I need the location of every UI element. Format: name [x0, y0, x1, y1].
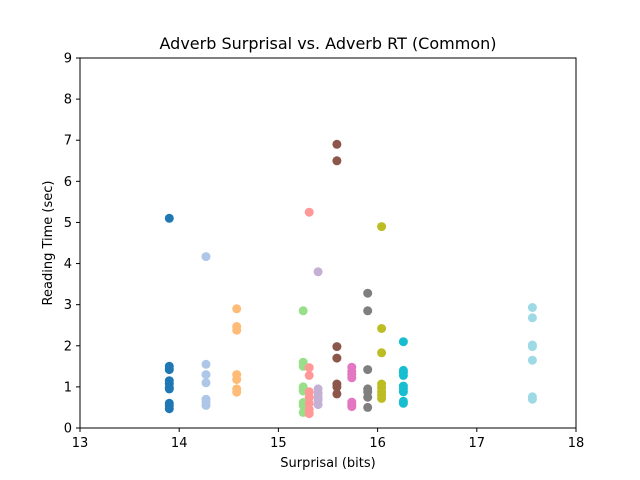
data-point [363, 402, 373, 412]
x-tick-label: 17 [469, 436, 486, 451]
x-tick-label: 15 [270, 436, 287, 451]
data-point [527, 394, 537, 404]
data-point [363, 365, 373, 375]
y-tick-label: 8 [64, 93, 72, 108]
data-point [527, 313, 537, 323]
data-point [332, 353, 342, 363]
x-tick-label: 16 [369, 436, 386, 451]
data-point [527, 355, 537, 365]
y-tick-label: 0 [64, 422, 72, 437]
data-point [232, 375, 242, 384]
data-point [347, 402, 357, 412]
chart-title: Adverb Surprisal vs. Adverb RT (Common) [160, 34, 497, 53]
data-point [398, 370, 408, 380]
data-point [164, 365, 174, 375]
data-point [527, 303, 537, 312]
y-axis-title: Reading Time (sec) [41, 181, 56, 306]
data-point [377, 324, 387, 333]
data-point [164, 404, 174, 414]
x-tick-label: 14 [171, 436, 188, 451]
data-point [527, 342, 537, 352]
data-point [164, 213, 174, 223]
data-point [332, 342, 342, 352]
data-point [304, 370, 314, 380]
y-tick-label: 7 [64, 134, 72, 149]
data-point [232, 387, 242, 397]
data-point [347, 373, 357, 383]
data-point [164, 384, 174, 394]
data-point [332, 382, 342, 392]
y-tick-label: 5 [64, 216, 72, 231]
y-tick-label: 6 [64, 175, 72, 190]
x-tick-label: 13 [72, 436, 89, 451]
x-axis-title: Surprisal (bits) [280, 456, 375, 471]
data-point [398, 387, 408, 397]
data-point [304, 409, 314, 419]
data-point [201, 378, 211, 388]
data-point [201, 400, 211, 410]
data-point [398, 398, 408, 408]
data-point [232, 325, 242, 335]
x-tick-label: 18 [568, 436, 585, 451]
data-point [363, 288, 373, 298]
data-point [201, 370, 211, 380]
data-point [298, 306, 308, 316]
y-tick-label: 2 [64, 339, 72, 354]
plot-frame [79, 57, 577, 429]
data-point [304, 207, 314, 217]
data-point [201, 359, 211, 369]
data-point [377, 222, 387, 232]
y-tick-label: 9 [64, 52, 72, 67]
y-tick-label: 4 [64, 257, 72, 272]
data-point [363, 392, 373, 402]
x-axis: 13 14 15 16 17 18 [72, 428, 585, 451]
data-point [332, 139, 342, 149]
data-point [332, 389, 342, 399]
data-point [377, 348, 387, 358]
points-layer [164, 139, 537, 419]
data-point [201, 252, 211, 262]
data-point [313, 267, 323, 277]
y-tick-label: 3 [64, 298, 72, 313]
data-point [377, 393, 387, 403]
data-point [313, 400, 323, 410]
data-point [232, 304, 242, 314]
data-point [304, 398, 314, 408]
y-tick-label: 1 [64, 380, 72, 395]
data-point [363, 306, 373, 316]
data-point [332, 156, 342, 166]
data-point [398, 337, 408, 347]
data-point [304, 363, 314, 373]
y-axis: 0 1 2 3 4 5 6 7 8 9 [64, 52, 80, 437]
